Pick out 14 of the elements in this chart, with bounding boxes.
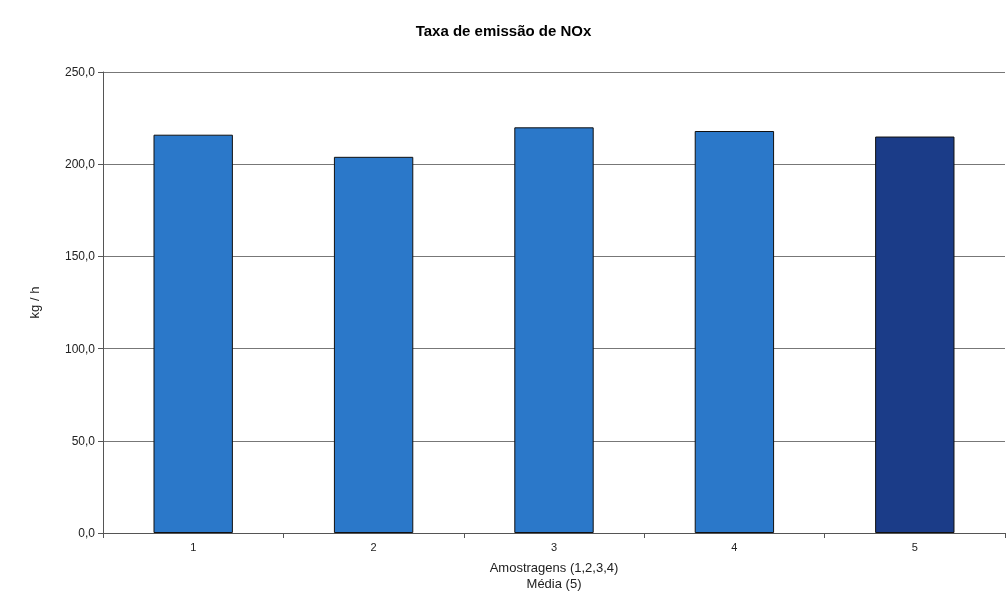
y-tick-label: 250,0 bbox=[64, 65, 96, 79]
y-tick-label: 200,0 bbox=[64, 157, 96, 172]
x-tick-label: 3 bbox=[550, 540, 558, 553]
chart-title: Taxa de emissão de NOx bbox=[415, 22, 592, 39]
y-tick-label: 150,0 bbox=[64, 249, 96, 264]
y-tick-label: 0,0 bbox=[78, 526, 96, 540]
x-tick-label: 2 bbox=[370, 540, 377, 553]
y-axis-title: kg / h bbox=[27, 286, 42, 319]
y-tick-label: 50,0 bbox=[71, 433, 96, 448]
x-tick-label: 4 bbox=[731, 540, 738, 553]
x-tick-label: 1 bbox=[190, 540, 197, 553]
y-tick-label: 100,0 bbox=[64, 341, 96, 356]
x-axis-title: Amostragens (1,2,3,4) Média (5) bbox=[489, 559, 619, 591]
x-tick-label: 5 bbox=[911, 540, 918, 553]
